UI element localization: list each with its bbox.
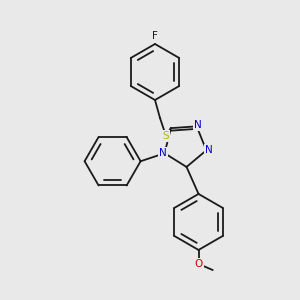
Text: O: O [194,259,203,269]
Text: N: N [206,145,213,155]
Text: N: N [194,120,202,130]
Text: F: F [152,31,158,41]
Text: S: S [163,131,169,141]
Text: N: N [159,148,167,158]
